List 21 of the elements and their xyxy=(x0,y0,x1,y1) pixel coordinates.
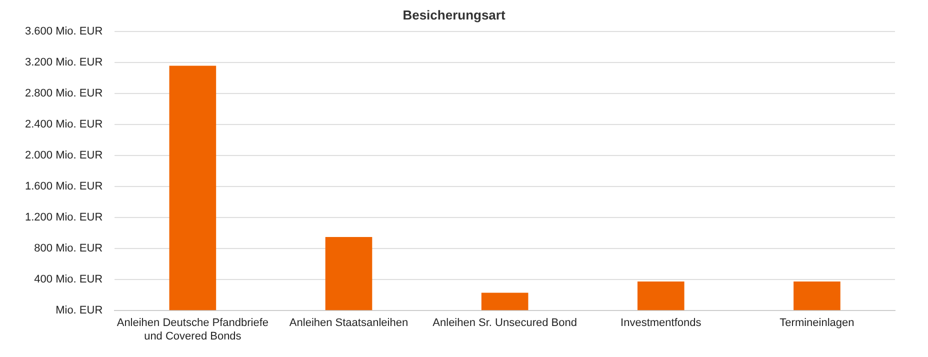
bar xyxy=(325,236,372,310)
y-tick-label: Mio. EUR xyxy=(56,304,103,317)
y-tick-label: 3.200 Mio. EUR xyxy=(24,56,103,69)
x-tick-label: Investmentfonds xyxy=(620,317,702,330)
bar xyxy=(794,282,840,310)
y-tick-label: 800 Mio. EUR xyxy=(34,242,103,255)
y-tick-label: 2.400 Mio. EUR xyxy=(24,118,103,131)
x-tick-label: Termineinlagen xyxy=(780,317,854,330)
bar xyxy=(637,282,684,310)
x-tick-label: Anleihen Sr. Unsecured Bond xyxy=(432,317,577,330)
chart-title: Besicherungsart xyxy=(402,7,506,22)
bar xyxy=(481,292,528,310)
y-tick-label: 400 Mio. EUR xyxy=(34,274,103,286)
y-tick-label: 2.800 Mio. EUR xyxy=(24,88,103,100)
x-tick-label: Anleihen Deutsche Pfandbriefe und Covered Bonds xyxy=(116,317,269,342)
x-tick-label: Anleihen Staatsanleihen xyxy=(289,317,408,330)
y-tick-label: 3.600 Mio. EUR xyxy=(24,26,103,38)
bar xyxy=(169,66,216,310)
y-tick-label: 1.600 Mio. EUR xyxy=(24,180,103,193)
y-tick-label: 1.200 Mio. EUR xyxy=(24,212,103,224)
y-tick-label: 2.000 Mio. EUR xyxy=(24,150,103,162)
